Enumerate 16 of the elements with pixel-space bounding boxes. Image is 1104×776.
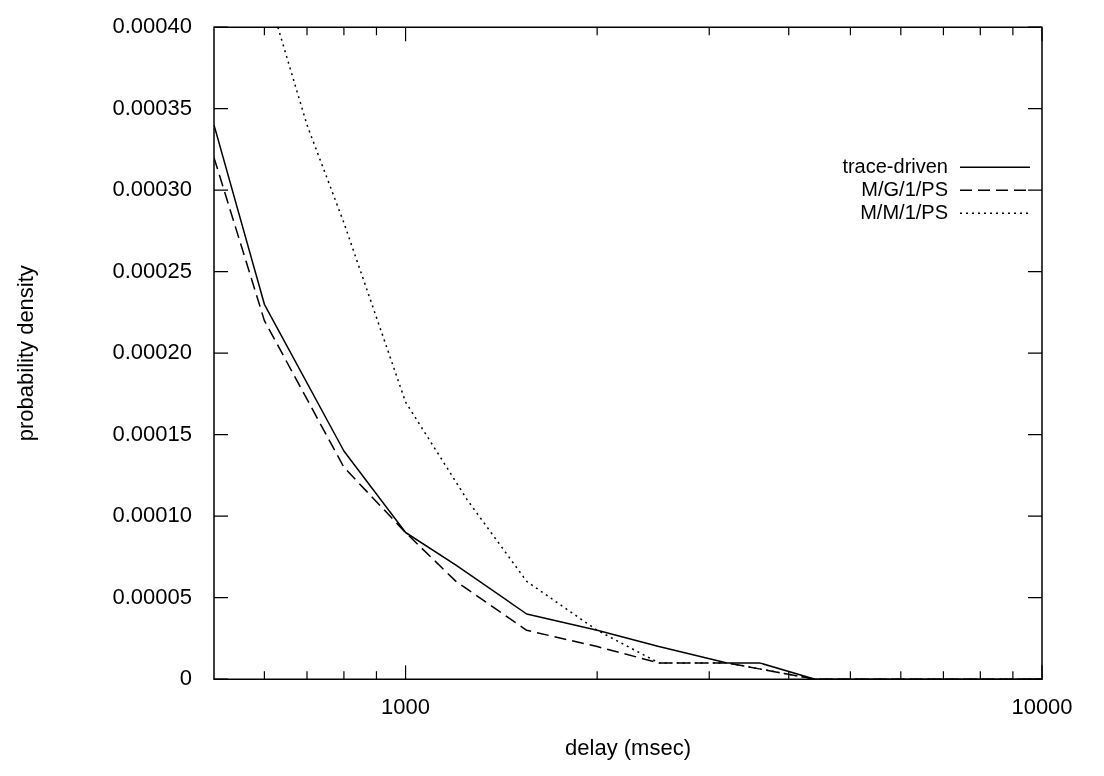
- y-tick-label: 0.00030: [112, 176, 192, 202]
- y-tick-label: 0.00020: [112, 339, 192, 365]
- y-axis-title: probability density: [13, 265, 39, 442]
- y-tick-label: 0.00010: [112, 502, 192, 528]
- y-tick-label: 0.00035: [112, 94, 192, 120]
- x-tick-label: 10000: [1011, 694, 1073, 720]
- x-axis-title: delay (msec): [565, 734, 691, 760]
- y-tick-label: 0.00005: [112, 583, 192, 609]
- y-tick-label: 0.00025: [112, 257, 192, 283]
- y-tick-label: 0: [179, 665, 192, 691]
- legend-label: M/M/1/PS: [860, 200, 948, 223]
- x-tick-label: 1000: [381, 694, 431, 720]
- legend-label: M/G/1/PS: [861, 177, 948, 200]
- legend-label: trace-driven: [842, 154, 948, 177]
- y-tick-label: 0.00040: [112, 13, 192, 39]
- y-tick-label: 0.00015: [112, 420, 192, 446]
